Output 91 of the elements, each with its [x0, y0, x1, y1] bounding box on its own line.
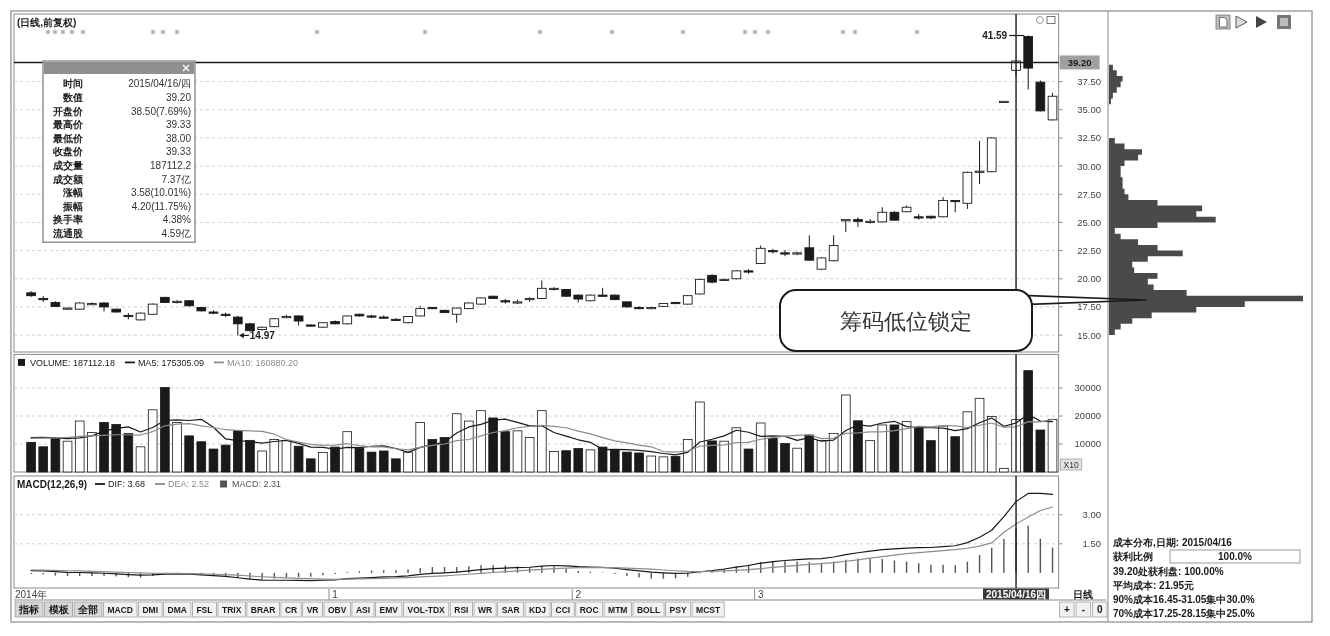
annotation: 时间 [63, 78, 83, 90]
annotation: 4.20(11.75%) [131, 200, 191, 212]
text: 70%成本17.25-28.15集中25.0% [1113, 607, 1255, 619]
annotation: 187112.2 [150, 160, 192, 171]
y-tick-label: 20000 [1074, 410, 1101, 422]
annotation: 39.33 [165, 146, 192, 158]
text: KDJ [529, 604, 547, 615]
text: - [1081, 604, 1085, 616]
text: + [1063, 604, 1070, 616]
text: 全部 [77, 604, 98, 616]
text: VOL-TDX [407, 604, 446, 615]
legend-label: DIF: 3.68 [108, 479, 146, 490]
text: 指标 [18, 604, 39, 616]
text: CR [284, 604, 298, 615]
text: OBV [327, 604, 347, 615]
legend-label: MACD: 2.31 [232, 479, 282, 490]
y-tick-label: 22.50 [1077, 245, 1101, 257]
annotation: 2015/04/16/四 [128, 78, 191, 90]
annotation: 4.38% [162, 214, 192, 226]
text: DMI [142, 604, 159, 615]
y-tick-label: 25.00 [1077, 216, 1101, 228]
annotation: 振幅 [62, 200, 83, 212]
annotation: 收盘价 [53, 146, 84, 158]
text: MTM [608, 604, 628, 615]
annotation: 3.58(10.01%) [130, 187, 191, 199]
ref-line-label: 39.20 [1067, 56, 1092, 68]
text: ROC [579, 604, 599, 615]
text: 100.0% [1218, 551, 1253, 563]
annotation: 38.00 [165, 132, 192, 144]
annotation: 成交量 [52, 160, 83, 171]
y-tick-label: 1.50 [1082, 538, 1101, 550]
x-tick-label: 2 [575, 588, 582, 600]
text: 平均成本: 21.95元 [1112, 579, 1195, 591]
text: BRAR [250, 604, 276, 615]
annotation: 39.20 [165, 92, 192, 103]
annotation: 4.59亿 [161, 228, 191, 239]
text: TRIX [221, 604, 242, 615]
text: PSY [669, 604, 687, 615]
text: CCI [555, 604, 571, 615]
annotation: 筹码低位锁定 [840, 308, 972, 334]
y-tick-label: 10000 [1074, 438, 1101, 450]
y-tick-label: 20.00 [1077, 273, 1101, 285]
y-tick-label: 3.00 [1082, 509, 1101, 521]
y-tick-label: 17.50 [1077, 301, 1101, 313]
annotation: 数值 [62, 92, 83, 103]
y-tick-label: 30000 [1074, 382, 1101, 394]
annotation: 成交额 [52, 173, 84, 185]
text: ASI [355, 604, 371, 615]
x-tick-label: 3 [757, 588, 764, 600]
annotation: 开盘价 [52, 105, 84, 117]
text: EMV [379, 604, 399, 615]
text: 成本分布,日期: 2015/04/16 [1112, 536, 1233, 548]
annotation: 7.37亿 [161, 173, 191, 185]
y-tick-label: 15.00 [1077, 329, 1101, 341]
chart-title: (日线,前复权) [17, 16, 77, 28]
text: 日线 [1073, 588, 1094, 600]
text: 0 [1096, 604, 1103, 616]
y-tick-label: 35.00 [1077, 104, 1101, 116]
text: 90%成本16.45-31.05集中30.0% [1113, 593, 1255, 605]
annotation: 最高价 [52, 119, 84, 131]
chart-title: MACD(12,26,9) [17, 478, 88, 490]
y-tick-label: 37.50 [1077, 76, 1101, 88]
legend-label: DEA: 2.52 [168, 479, 210, 490]
y-tick-label: 27.50 [1077, 188, 1101, 200]
annotation: 39.33 [165, 119, 192, 131]
y-axis-title: X10 [1063, 459, 1079, 470]
annotation: 41.59 [982, 30, 1008, 42]
y-tick-label: 32.50 [1077, 132, 1101, 144]
text: VR [306, 604, 319, 615]
text: BOLL [636, 604, 661, 615]
text: RSI [454, 604, 469, 615]
annotation: 最低价 [52, 132, 84, 144]
y-tick-label: 30.00 [1077, 160, 1101, 172]
x-tick-label: 1 [332, 588, 339, 600]
annotation: 38.50(7.69%) [130, 105, 191, 117]
annotation: 14.97 [249, 330, 276, 342]
annotation: 涨幅 [62, 187, 83, 199]
annotation: 换手率 [52, 214, 83, 226]
text: MACD [107, 604, 133, 615]
x-tick-label: 2014年 [14, 588, 48, 600]
text: DMA [167, 604, 187, 615]
text: MCST [696, 604, 721, 615]
text: 获利比例 [1112, 551, 1153, 563]
legend-label: VOLUME: 187112.18 [30, 357, 115, 368]
text: FSL [196, 604, 213, 615]
text: SAR [501, 604, 520, 615]
legend-label: MA10: 160880.20 [226, 357, 298, 368]
annotation: 流通股 [52, 228, 84, 239]
legend-label: MA5: 175305.09 [137, 357, 204, 368]
text: WR [477, 604, 493, 615]
text: 39.20处获利盘: 100.00% [1113, 565, 1224, 577]
